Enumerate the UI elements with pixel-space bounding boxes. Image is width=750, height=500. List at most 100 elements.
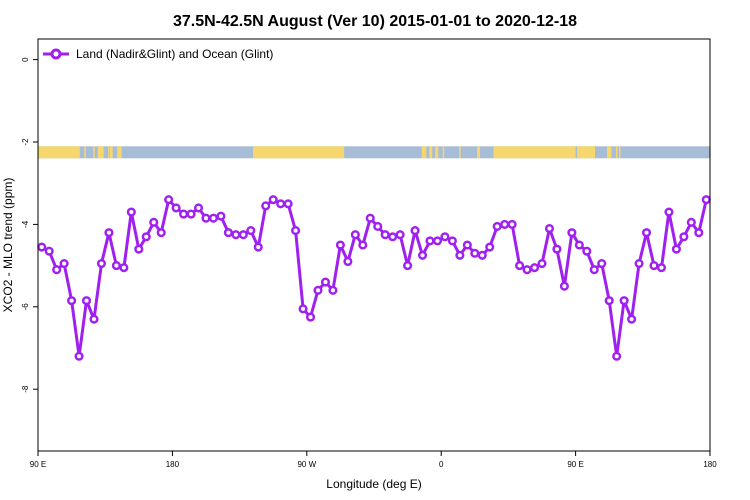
data-point [544,223,555,234]
data-point [567,228,577,238]
data-point [223,228,233,238]
data-point [432,236,443,246]
data-point [425,236,435,246]
series-line [40,198,708,358]
land-segment [618,146,621,159]
x-tick-label: 90 W [297,460,316,469]
land-segment [615,146,618,159]
data-point [343,256,353,267]
data-point [686,217,696,227]
land-segment [109,146,113,159]
data-point [694,228,704,238]
land-segment [477,146,481,159]
land-segment [493,146,576,159]
data-point [291,226,301,236]
y-axis-label: XCO2 - MLO trend (ppm) [1,178,15,313]
data-point [656,263,667,273]
data-point [619,296,629,306]
x-axis-label: Longitude (deg E) [326,477,421,491]
data-point [246,226,256,236]
data-point [164,195,174,205]
land-segment [84,146,86,159]
data-point [201,213,211,223]
data-point [671,244,681,254]
land-segment [38,146,80,159]
data-point [328,285,338,295]
data-point [186,209,196,219]
data-point [276,199,286,209]
data-point [268,195,278,205]
data-point [515,261,525,271]
data-point [59,258,69,269]
chart-title: 37.5N-42.5N August (Ver 10) 2015-01-01 t… [173,13,577,30]
data-point [485,242,495,252]
data-point [313,285,323,295]
x-tick-label: 90 E [30,460,46,469]
data-point [589,265,599,275]
land-segment [93,146,95,159]
data-point [492,221,502,232]
data-point [507,219,517,229]
data-point [149,217,159,227]
legend-marker [50,48,62,60]
data-point [134,244,144,254]
data-point [37,242,47,252]
data-point [208,213,219,223]
y-tick-label: -4 [21,220,30,228]
data-point [388,232,398,242]
data-point [261,201,271,211]
data-point [373,221,383,232]
data-point [649,261,659,271]
legend: Land (Nadir&Glint) and Ocean (Glint) [43,47,273,61]
data-point [403,261,413,271]
land-segment [253,146,345,159]
data-point [597,258,607,269]
data-point [52,265,62,275]
data-point [81,296,92,306]
data-point [156,228,166,238]
land-segment [429,146,433,159]
data-point [634,258,644,269]
land-segment [421,146,427,159]
land-segment [577,146,596,159]
data-point [305,312,316,322]
data-point [477,250,487,260]
data-point [604,296,614,306]
data-point [679,232,689,242]
y-tick-label: -2 [21,138,30,146]
land-segment [435,146,439,159]
data-point [89,314,99,324]
data-point [440,232,450,242]
data-point [350,230,360,240]
land-ocean-band [38,146,710,159]
data-point [119,263,129,273]
data-point [664,207,674,217]
data-point [298,304,308,314]
y-tick-label: 0 [21,57,30,62]
data-point [500,219,510,229]
land-segment [442,146,445,159]
land-segment [606,146,612,159]
data-point [641,228,652,238]
data-point [627,314,637,324]
x-tick-label: 180 [166,460,180,469]
series-layer [37,195,711,361]
data-point [395,230,405,240]
data-point [574,240,584,250]
y-axis-ticks: 0 -2 -4 -6 -8 [21,57,38,393]
data-point [559,281,569,291]
data-point [126,207,136,217]
x-tick-label: 180 [703,460,717,469]
data-point [283,199,293,209]
data-point [96,258,107,269]
data-point [335,240,345,250]
data-point [358,240,368,250]
data-point [44,246,54,256]
data-point [612,351,622,361]
data-point [179,209,189,219]
data-point [141,232,151,242]
data-point [537,258,547,269]
plot-frame [37,38,711,452]
data-point [552,244,562,254]
